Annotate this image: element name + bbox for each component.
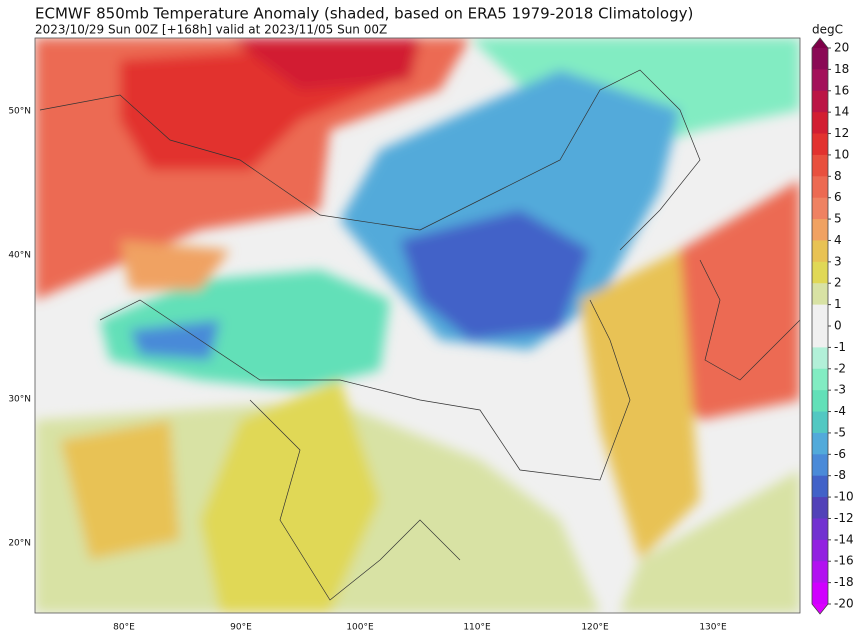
colorbar-swatch bbox=[812, 582, 828, 605]
colorbar-swatch bbox=[812, 219, 828, 241]
colorbar-swatch bbox=[812, 154, 828, 177]
title: ECMWF 850mb Temperature Anomaly (shaded,… bbox=[35, 5, 693, 23]
colorbar-tick-label: 3 bbox=[834, 254, 842, 268]
colorbar-tick-label: 20 bbox=[834, 41, 849, 55]
colorbar-swatch bbox=[812, 197, 828, 220]
colorbar-tick-label: 10 bbox=[834, 147, 849, 161]
colorbar-swatch bbox=[812, 539, 828, 562]
borders bbox=[39, 69, 800, 601]
lon-label: 80°E bbox=[113, 623, 135, 633]
colorbar-tick-label: 8 bbox=[834, 169, 842, 183]
colorbar-tick-label: -10 bbox=[834, 490, 854, 504]
colorbar-swatch bbox=[812, 561, 828, 584]
colorbar-swatch bbox=[812, 112, 828, 135]
colorbar-extension-top bbox=[812, 38, 828, 48]
lon-label: 130°E bbox=[699, 623, 727, 633]
colorbar-tick-label: -20 bbox=[834, 597, 854, 611]
colorbar-tick-label: 16 bbox=[834, 83, 849, 97]
colorbar-tick-label: -1 bbox=[834, 340, 846, 354]
colorbar-tick-label: -16 bbox=[834, 554, 854, 568]
lon-label: 90°E bbox=[230, 623, 252, 633]
colorbar-tick-label: 5 bbox=[834, 212, 842, 226]
colorbar-tick-label: 0 bbox=[834, 319, 842, 333]
colorbar-tick-label: -14 bbox=[834, 532, 854, 546]
colorbar-swatch bbox=[812, 475, 828, 498]
colorbar-tick-label: -12 bbox=[834, 511, 854, 525]
colorbar-swatch bbox=[812, 497, 828, 519]
colorbar-tick-label: -3 bbox=[834, 383, 846, 397]
colorbar-swatch bbox=[812, 48, 828, 70]
colorbar-tick-label: 4 bbox=[834, 233, 842, 247]
colorbar-swatch bbox=[812, 411, 828, 434]
colorbar-unit: degC bbox=[812, 23, 843, 37]
map-labels: 50°N 40°N 30°N 20°N 80°E 90°E 100°E 110°E 120°E 1… bbox=[8, 107, 727, 633]
colorbar-swatch bbox=[812, 390, 828, 413]
colorbar: 20181614121086543210-1-2-3-4-5-6-8-10-12… bbox=[811, 37, 854, 615]
colorbar-tick-label: -4 bbox=[834, 404, 846, 418]
lon-label: 120°E bbox=[581, 623, 609, 633]
colorbar-swatch bbox=[812, 240, 828, 263]
colorbar-swatch bbox=[812, 133, 828, 156]
colorbar-swatch bbox=[812, 326, 828, 348]
lon-label: 110°E bbox=[463, 623, 491, 633]
colorbar-tick-label: 6 bbox=[834, 190, 842, 204]
lon-label: 100°E bbox=[346, 623, 374, 633]
colorbar-tick-label: 2 bbox=[834, 276, 842, 290]
colorbar-tick-label: -8 bbox=[834, 468, 846, 482]
colorbar-swatch bbox=[812, 454, 828, 477]
colorbar-tick-label: -5 bbox=[834, 425, 846, 439]
lat-label: 30°N bbox=[8, 395, 31, 405]
colorbar-swatch bbox=[812, 283, 828, 306]
colorbar-extension-bottom bbox=[812, 604, 828, 614]
colorbar-swatch bbox=[812, 304, 828, 327]
map bbox=[35, 38, 800, 613]
lat-label: 20°N bbox=[8, 539, 31, 549]
subtitle: 2023/10/29 Sun 00Z [+168h] valid at 2023… bbox=[35, 23, 387, 37]
anomaly-field bbox=[35, 38, 800, 613]
colorbar-swatch bbox=[812, 90, 828, 113]
colorbar-tick-label: 12 bbox=[834, 126, 849, 140]
colorbar-swatch bbox=[812, 368, 828, 391]
lat-label: 40°N bbox=[8, 251, 31, 261]
colorbar-swatch bbox=[812, 432, 828, 455]
colorbar-tick-label: -2 bbox=[834, 361, 846, 375]
colorbar-tick-label: 14 bbox=[834, 105, 849, 119]
colorbar-tick-label: 1 bbox=[834, 297, 842, 311]
colorbar-swatch bbox=[812, 347, 828, 370]
colorbar-swatch bbox=[812, 261, 828, 284]
lat-label: 50°N bbox=[8, 107, 31, 117]
colorbar-swatch bbox=[812, 176, 828, 199]
map-frame bbox=[34, 37, 801, 614]
colorbar-tick-label: -18 bbox=[834, 575, 854, 589]
colorbar-swatch bbox=[812, 69, 828, 92]
colorbar-tick-label: 18 bbox=[834, 62, 849, 76]
colorbar-swatch bbox=[812, 518, 828, 541]
colorbar-tick-label: -6 bbox=[834, 447, 846, 461]
